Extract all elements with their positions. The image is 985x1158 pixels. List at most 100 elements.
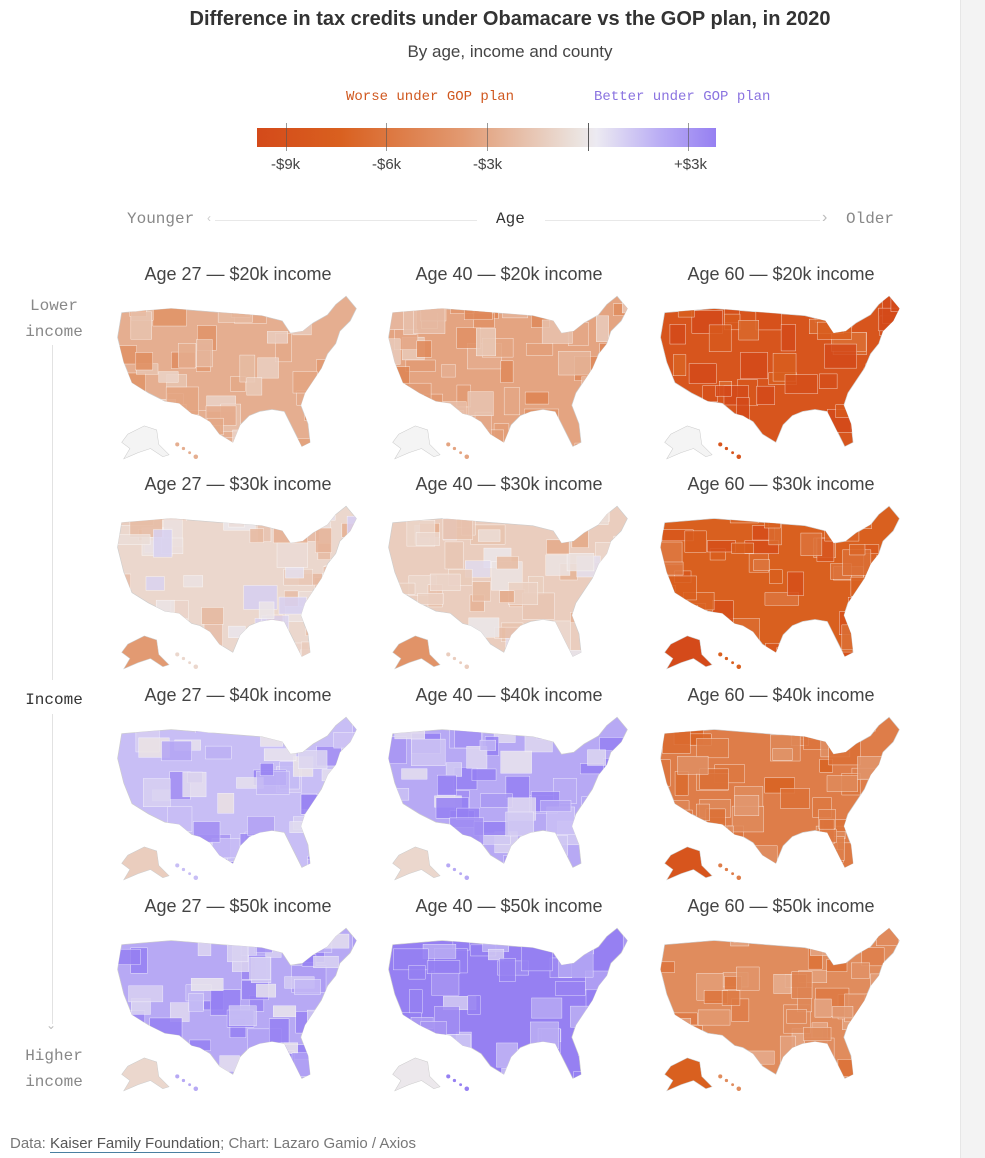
state-patch <box>525 1049 551 1076</box>
state-patch <box>260 725 283 747</box>
state-patch <box>660 296 694 310</box>
state-patch <box>544 928 568 938</box>
panel-title: Age 40 — $20k income <box>415 264 603 284</box>
state-patch <box>756 385 775 405</box>
state-patch <box>541 296 556 306</box>
state-patch <box>546 539 570 555</box>
footer-prefix: Data: <box>10 1135 51 1152</box>
state-patch <box>450 296 474 314</box>
state-patch <box>305 613 320 636</box>
map-panel: Age 27 — $50k income <box>108 896 368 1101</box>
state-patch <box>876 980 900 1005</box>
state-patch <box>545 554 571 576</box>
state-patch <box>294 979 321 995</box>
panel-title: Age 27 — $30k income <box>144 474 332 494</box>
state-patch <box>166 404 187 432</box>
alaska-shape <box>664 635 713 670</box>
hawaii-island <box>718 863 723 868</box>
map-panel: Age 60 — $50k income <box>651 896 911 1101</box>
state-patch <box>238 649 258 657</box>
alaska-shape <box>664 846 713 881</box>
state-patch <box>570 612 590 623</box>
state-patch <box>732 1064 756 1079</box>
state-patch <box>513 297 537 312</box>
legend-color-bar <box>257 128 716 147</box>
hawaii-island <box>175 652 180 657</box>
state-patch <box>259 762 274 776</box>
source-link[interactable]: Kaiser Family Foundation <box>50 1135 221 1153</box>
state-patch <box>219 1055 240 1072</box>
state-patch <box>780 324 796 352</box>
state-patch <box>313 955 339 969</box>
state-patch <box>128 985 164 1003</box>
legend-tick-label: -$3k <box>473 156 503 173</box>
state-patch <box>188 641 206 657</box>
hawaii-island <box>446 442 451 447</box>
scrollbar[interactable] <box>960 0 985 1158</box>
us-county-map <box>388 716 628 881</box>
panel-title: Age 60 — $40k income <box>687 685 875 705</box>
state-patch <box>158 371 179 383</box>
state-patch <box>335 374 357 397</box>
state-patch <box>611 578 628 604</box>
state-patch <box>849 544 866 556</box>
state-patch <box>197 941 212 956</box>
state-patch <box>188 993 204 1012</box>
state-patch <box>616 1057 628 1079</box>
state-patch <box>777 931 799 943</box>
state-patch <box>442 518 473 540</box>
state-patch <box>555 981 586 996</box>
legend-tick <box>487 123 488 151</box>
state-patch <box>676 410 711 429</box>
state-patch <box>531 997 563 1019</box>
state-patch <box>708 825 734 855</box>
state-patch <box>241 860 256 868</box>
state-patch <box>429 573 461 591</box>
state-patch <box>348 432 357 447</box>
state-patch <box>663 617 683 629</box>
state-patch <box>178 845 204 860</box>
state-patch <box>733 928 764 943</box>
state-patch <box>440 624 457 642</box>
state-patch <box>677 1018 692 1030</box>
map-panel: Age 60 — $30k income <box>651 474 911 679</box>
state-patch <box>800 532 823 556</box>
state-patch <box>515 1053 531 1069</box>
state-patch <box>593 786 612 798</box>
state-patch <box>217 793 235 814</box>
state-patch <box>413 308 446 334</box>
state-patch <box>871 1033 900 1055</box>
state-patch <box>327 354 352 378</box>
state-patch <box>697 631 726 645</box>
state-patch <box>772 353 797 382</box>
hawaii-island <box>175 1074 180 1079</box>
state-patch <box>592 624 608 636</box>
state-patch <box>472 581 491 602</box>
state-patch <box>738 320 759 341</box>
state-patch <box>284 438 311 447</box>
hawaii-island <box>188 1083 192 1087</box>
state-patch <box>778 442 792 447</box>
state-patch <box>859 512 872 529</box>
state-patch <box>352 775 357 790</box>
hawaii-island <box>446 863 451 868</box>
state-patch <box>253 933 273 953</box>
state-patch <box>862 427 894 447</box>
state-patch <box>599 343 619 359</box>
state-patch <box>145 576 165 591</box>
state-patch <box>665 575 697 601</box>
us-county-map <box>117 927 357 1092</box>
state-patch <box>117 948 141 965</box>
hawaii-island <box>464 875 470 881</box>
state-patch <box>346 515 357 544</box>
hawaii-island <box>731 661 735 665</box>
income-axis-higher: Higher income <box>14 1043 94 1095</box>
state-patch <box>865 856 883 868</box>
state-patch <box>321 769 353 782</box>
state-patch <box>731 1052 746 1079</box>
state-patch <box>876 928 900 946</box>
state-patch <box>897 355 900 378</box>
state-patch <box>117 372 146 400</box>
state-patch <box>455 1072 477 1079</box>
state-patch <box>476 328 496 357</box>
